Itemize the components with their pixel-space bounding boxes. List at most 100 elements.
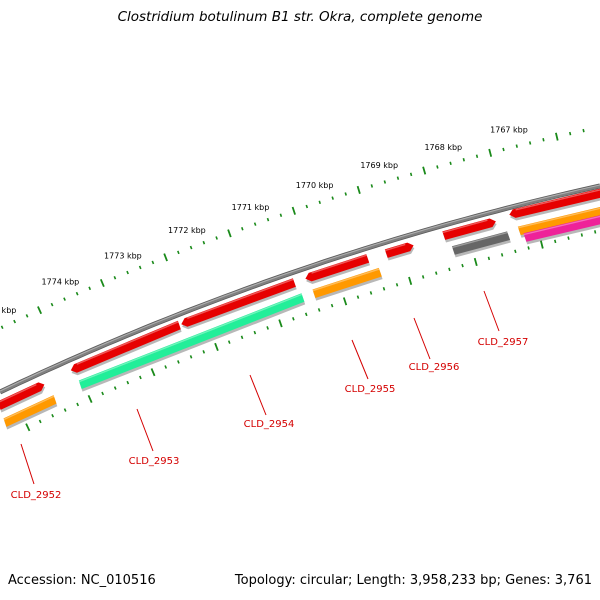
minor-tick-inner-9	[139, 375, 142, 380]
feature-body	[0, 382, 45, 410]
genome-title: Clostridium botulinum B1 str. Okra, comp…	[117, 9, 483, 25]
minor-tick-outer-21	[241, 226, 244, 231]
minor-tick-inner-42	[567, 236, 570, 240]
minor-tick-outer-4	[25, 314, 29, 318]
minor-tick-outer-9	[88, 286, 92, 291]
gene-label: CLD_2952	[11, 490, 62, 501]
orange-block-6	[312, 267, 383, 301]
feature-highlight	[311, 254, 367, 274]
minor-tick-inner-36	[487, 256, 491, 261]
minor-tick-inner-23	[317, 308, 321, 312]
feature-highlight	[76, 321, 179, 365]
leader-line-cld_2957	[483, 290, 500, 332]
kbp-label: 1775 kbp	[0, 306, 16, 315]
feature-body	[509, 188, 600, 218]
kbp-label: 1770 kbp	[296, 181, 334, 190]
feature-body	[442, 218, 496, 240]
minor-tick-inner-4	[76, 402, 80, 407]
feature-highlight	[442, 219, 488, 234]
minor-tick-outer-19	[215, 236, 218, 240]
minor-tick-inner-41	[554, 239, 557, 244]
minor-tick-inner-11	[164, 365, 168, 369]
minor-tick-outer-26	[305, 204, 309, 209]
minor-tick-inner-24	[330, 303, 334, 308]
kbp-scale: 1775 kbp 1774 kbp 1773 kbp 1772 kbp 1771 kbp…	[0, 126, 597, 432]
minor-tick-inner-44	[594, 230, 597, 234]
minor-tick-inner-18	[253, 330, 257, 335]
gene-label: CLD_2953	[129, 456, 180, 467]
minor-tick-inner-34	[461, 263, 464, 268]
gene-label: CLD_2955	[345, 384, 396, 395]
minor-tick-outer-41	[502, 147, 505, 152]
major-tick-outer-5	[37, 306, 43, 315]
minor-tick-outer-16	[177, 250, 180, 255]
gene-labels: CLD_2952 CLD_2953 CLD_2954 CLD_2955 CLD_2956…	[11, 290, 529, 501]
accession-text: Accession: NC_010516	[8, 573, 156, 588]
minor-tick-outer-47	[582, 128, 585, 133]
feature-highlight	[312, 268, 380, 292]
cds-block-0	[0, 382, 46, 413]
cds-block-5	[305, 254, 370, 284]
kbp-label: 1774 kbp	[42, 278, 80, 287]
cds-block-10	[509, 188, 600, 221]
minor-tick-outer-2	[0, 325, 4, 330]
minor-tick-outer-18	[202, 240, 206, 245]
leader-line-cld_2953	[136, 408, 154, 452]
minor-tick-inner-8	[126, 380, 130, 385]
feature-body	[523, 215, 600, 242]
gene-label: CLD_2956	[409, 362, 460, 373]
feature-highlight	[515, 189, 600, 211]
feature-body	[305, 254, 370, 282]
minor-tick-outer-33	[396, 176, 400, 180]
cds-block-7	[384, 242, 415, 261]
minor-tick-inner-21	[292, 317, 295, 321]
leader-line-cld_2956	[413, 317, 431, 360]
feature-highlight	[384, 243, 406, 252]
minor-tick-inner-19	[266, 326, 269, 330]
minor-tick-inner-22	[304, 312, 308, 317]
minor-tick-outer-34	[409, 172, 413, 177]
minor-tick-outer-44	[542, 138, 545, 142]
major-tick-inner-10	[150, 368, 156, 377]
gene-label: CLD_2957	[478, 337, 529, 348]
minor-tick-inner-17	[240, 335, 244, 340]
minor-tick-outer-28	[331, 196, 334, 200]
kbp-label: 1769 kbp	[360, 161, 398, 170]
feature-body	[181, 278, 296, 327]
major-tick-inner-5	[87, 394, 93, 403]
major-tick-outer-20	[227, 229, 232, 238]
major-tick-outer-10	[99, 278, 105, 288]
feature-highlight	[452, 231, 508, 249]
minor-tick-outer-37	[449, 161, 452, 166]
cds-block-8	[442, 218, 497, 243]
minor-tick-inner-2	[51, 413, 55, 418]
cds-block-4	[181, 278, 297, 330]
major-tick-outer-40	[488, 148, 493, 157]
minor-tick-outer-11	[113, 275, 117, 280]
minor-tick-outer-23	[266, 217, 270, 222]
major-tick-inner-30	[408, 276, 413, 285]
major-tick-outer-15	[163, 253, 168, 262]
feature-highlight	[187, 278, 294, 319]
major-tick-outer-45	[555, 132, 559, 141]
major-tick-inner-15	[214, 342, 219, 352]
gray-block-9	[451, 231, 511, 258]
minor-tick-inner-28	[382, 287, 386, 291]
major-tick-inner-20	[278, 319, 283, 328]
minor-tick-outer-32	[383, 180, 387, 184]
major-tick-outer-35	[422, 166, 427, 175]
leader-line-cld_2955	[351, 339, 369, 380]
kbp-label: 1771 kbp	[232, 203, 270, 212]
feature-body	[451, 231, 511, 255]
minor-tick-inner-27	[369, 291, 373, 295]
leader-line-cld_2954	[249, 374, 267, 416]
feature-highlight	[0, 383, 37, 403]
minor-tick-inner-14	[202, 350, 206, 354]
minor-tick-outer-7	[63, 297, 66, 301]
kbp-label: 1772 kbp	[168, 226, 206, 235]
minor-tick-outer-39	[475, 154, 479, 158]
minor-tick-outer-22	[253, 222, 257, 226]
major-tick-inner-25	[342, 297, 348, 306]
kbp-label: 1767 kbp	[490, 126, 528, 135]
